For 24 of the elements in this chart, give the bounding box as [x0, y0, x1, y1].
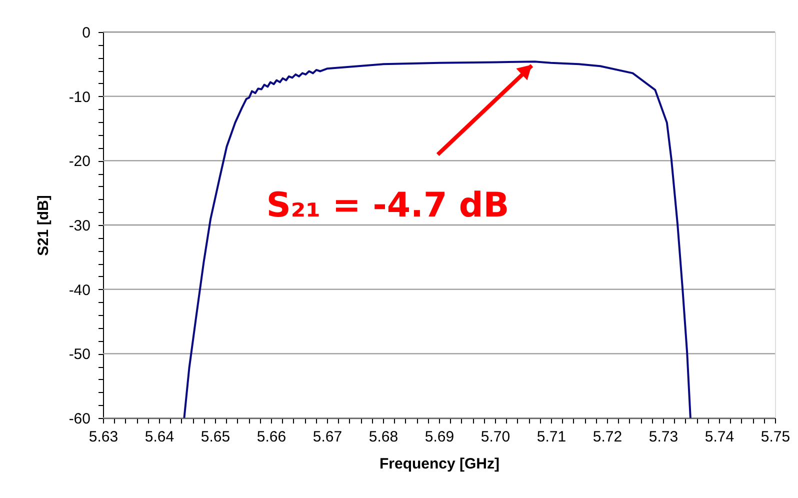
x-tick-label: 5.72 — [592, 428, 622, 446]
annotation: S₂₁ = -4.7 dB — [266, 186, 510, 226]
x-tick-label: 5.73 — [648, 428, 678, 446]
line-series — [183, 60, 692, 418]
x-tick-label: 5.66 — [256, 428, 286, 446]
y-tick-label: -20 — [68, 153, 90, 170]
x-tick-label: 5.69 — [424, 428, 454, 446]
y-tick-label: -10 — [68, 88, 90, 106]
x-tick-label: 5.67 — [312, 428, 342, 446]
x-tick-label: 5.74 — [704, 428, 734, 446]
x-tick-label: 5.71 — [536, 428, 566, 446]
x-tick-label: 5.65 — [200, 428, 230, 446]
y-tick-label: -50 — [68, 346, 90, 364]
y-tick-label: -30 — [68, 218, 90, 234]
x-tick-label: 5.68 — [368, 428, 398, 446]
y-tick-label: -60 — [68, 410, 90, 428]
x-tick-label: 5.63 — [88, 428, 118, 446]
y-axis-title: S21 [dB] — [34, 195, 52, 256]
x-axis-title: Frequency [GHz] — [379, 456, 500, 472]
x-tick-label: 5.75 — [760, 428, 790, 446]
y-tick-label: -40 — [68, 282, 90, 299]
x-tick-label: 5.70 — [480, 428, 510, 446]
y-tick-label: 0 — [82, 24, 90, 42]
x-tick-label: 5.64 — [144, 428, 174, 446]
